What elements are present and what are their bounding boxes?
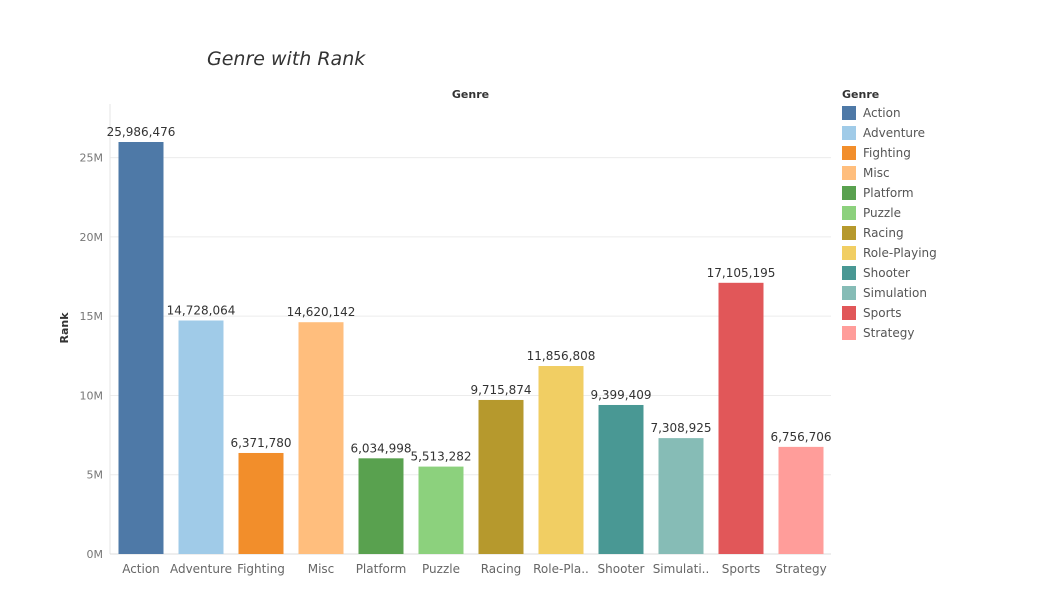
legend-label: Action	[863, 106, 901, 120]
bar-racing[interactable]	[478, 399, 524, 554]
legend-swatch	[842, 206, 856, 220]
legend-label: Platform	[863, 186, 914, 200]
legend-swatch	[842, 306, 856, 320]
legend-swatch	[842, 326, 856, 340]
x-tick-label: Misc	[308, 562, 335, 576]
legend-label: Misc	[863, 166, 890, 180]
bar-misc[interactable]	[298, 322, 344, 554]
legend-label: Strategy	[863, 326, 915, 340]
legend-label: Sports	[863, 306, 902, 320]
bar-sports[interactable]	[718, 282, 764, 554]
bar-value-label: 14,728,064	[167, 303, 236, 317]
x-tick-label: Fighting	[237, 562, 285, 576]
x-tick-label: Simulati..	[653, 562, 710, 576]
x-tick-label: Racing	[481, 562, 522, 576]
legend-item-action[interactable]: Action	[842, 103, 937, 123]
bar-fighting[interactable]	[238, 452, 284, 554]
y-tick-label: 5M	[87, 469, 104, 482]
x-tick-label: Action	[122, 562, 160, 576]
legend-swatch	[842, 246, 856, 260]
bar-value-label: 25,986,476	[107, 125, 176, 139]
bar-adventure[interactable]	[178, 320, 224, 554]
bar-simulation[interactable]	[658, 438, 704, 554]
bar-shooter[interactable]	[598, 404, 644, 554]
legend-label: Role-Playing	[863, 246, 937, 260]
legend-label: Racing	[863, 226, 904, 240]
bar-value-label: 17,105,195	[707, 266, 776, 280]
legend-item-fighting[interactable]: Fighting	[842, 143, 937, 163]
legend-item-role-playing[interactable]: Role-Playing	[842, 243, 937, 263]
bar-role-playing[interactable]	[538, 366, 584, 554]
legend-swatch	[842, 166, 856, 180]
legend-swatch	[842, 286, 856, 300]
legend-item-puzzle[interactable]: Puzzle	[842, 203, 937, 223]
legend-item-misc[interactable]: Misc	[842, 163, 937, 183]
x-tick-label: Strategy	[775, 562, 826, 576]
x-tick-label: Platform	[356, 562, 407, 576]
y-tick-label: 20M	[80, 231, 104, 244]
bar-value-label: 14,620,142	[287, 305, 356, 319]
bar-puzzle[interactable]	[418, 466, 464, 554]
legend-item-shooter[interactable]: Shooter	[842, 263, 937, 283]
bar-value-label: 6,034,998	[350, 441, 411, 455]
y-axis-title: Rank	[58, 312, 71, 344]
bar-value-label: 6,756,706	[770, 430, 831, 444]
bar-value-label: 5,513,282	[410, 450, 471, 464]
y-tick-label: 15M	[80, 310, 104, 323]
legend-title: Genre	[842, 88, 880, 101]
legend-swatch	[842, 146, 856, 160]
legend-swatch	[842, 186, 856, 200]
legend-item-racing[interactable]: Racing	[842, 223, 937, 243]
x-tick-label: Role-Pla..	[533, 562, 589, 576]
x-tick-label: Sports	[722, 562, 760, 576]
bar-platform[interactable]	[358, 458, 404, 554]
x-tick-label: Puzzle	[422, 562, 460, 576]
legend-label: Adventure	[863, 126, 926, 140]
x-tick-label: Adventure	[170, 562, 232, 576]
bar-value-label: 7,308,925	[650, 421, 711, 435]
y-tick-label: 0M	[87, 548, 104, 561]
bar-value-label: 9,399,409	[590, 388, 651, 402]
legend-item-strategy[interactable]: Strategy	[842, 323, 937, 343]
bar-value-label: 9,715,874	[470, 383, 531, 397]
column-header: Genre	[452, 88, 489, 101]
legend-swatch	[842, 126, 856, 140]
legend: Genre Action Adventure Fighting Misc Platfor…	[842, 87, 937, 343]
bar-action[interactable]	[118, 142, 164, 554]
legend-swatch	[842, 106, 856, 120]
bar-strategy[interactable]	[778, 446, 824, 554]
legend-items: Action Adventure Fighting Misc Platform Puzzl…	[842, 103, 937, 343]
legend-swatch	[842, 226, 856, 240]
legend-label: Shooter	[863, 266, 910, 280]
bar-value-label: 6,371,780	[230, 436, 291, 450]
legend-swatch	[842, 266, 856, 280]
legend-item-platform[interactable]: Platform	[842, 183, 937, 203]
legend-item-simulation[interactable]: Simulation	[842, 283, 937, 303]
x-tick-label: Shooter	[598, 562, 645, 576]
chart-title: Genre with Rank	[207, 48, 366, 70]
y-tick-label: 10M	[80, 389, 104, 402]
y-tick-label: 25M	[80, 152, 104, 165]
legend-label: Simulation	[863, 286, 927, 300]
legend-item-sports[interactable]: Sports	[842, 303, 937, 323]
legend-label: Puzzle	[863, 206, 901, 220]
legend-item-adventure[interactable]: Adventure	[842, 123, 937, 143]
bar-value-label: 11,856,808	[527, 349, 596, 363]
legend-label: Fighting	[863, 146, 911, 160]
